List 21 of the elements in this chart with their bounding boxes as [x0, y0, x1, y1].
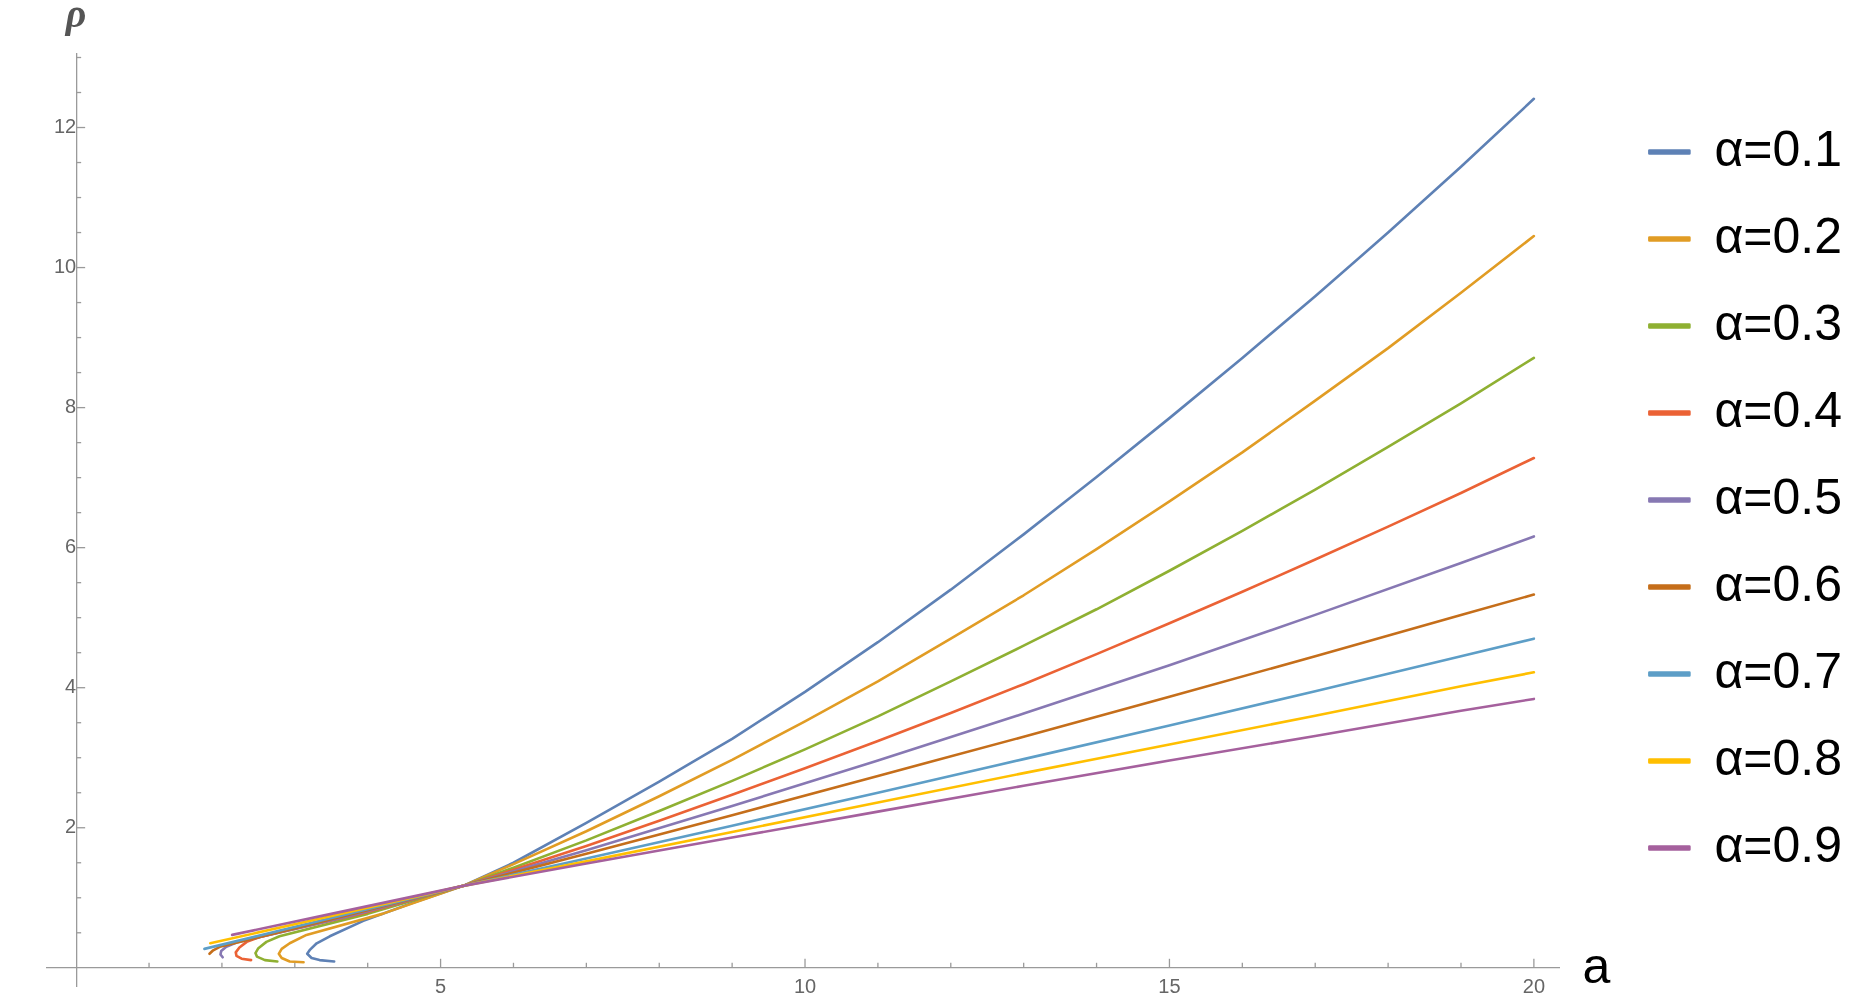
- legend-label: α=0.9: [1714, 816, 1843, 873]
- legend-label: α=0.6: [1714, 555, 1843, 612]
- y-tick-label: 12: [53, 115, 77, 138]
- x-tick-label: 5: [435, 975, 447, 998]
- y-tick-label: 2: [65, 815, 77, 838]
- y-axis-title: ρ: [64, 0, 87, 36]
- x-axis-title: a: [1582, 937, 1611, 994]
- legend-label: α=0.4: [1714, 381, 1843, 438]
- legend-label: α=0.7: [1714, 642, 1843, 699]
- x-tick-label: 20: [1522, 975, 1545, 998]
- x-tick-label: 15: [1158, 975, 1181, 998]
- y-tick-label: 10: [53, 255, 77, 278]
- legend-label: α=0.5: [1714, 468, 1843, 525]
- y-tick-label: 4: [65, 675, 77, 698]
- legend-label: α=0.1: [1714, 120, 1843, 177]
- legend-label: α=0.2: [1714, 207, 1843, 264]
- x-tick-label: 10: [793, 975, 817, 998]
- legend-label: α=0.8: [1714, 729, 1843, 786]
- legend-label: α=0.3: [1714, 294, 1843, 351]
- y-tick-label: 6: [65, 535, 77, 558]
- y-tick-label: 8: [65, 395, 77, 418]
